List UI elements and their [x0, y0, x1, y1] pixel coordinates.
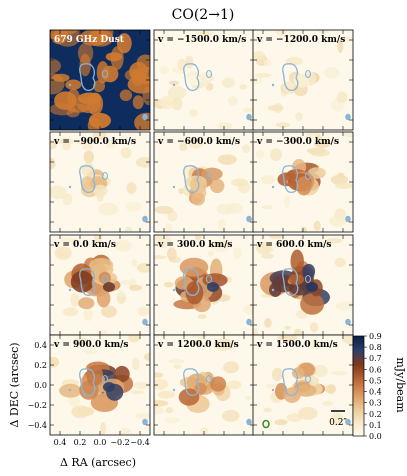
x-tick-label: 0.2: [74, 438, 87, 447]
panel-label: v = 600.0 km/s: [256, 240, 331, 250]
channel-panel: v = 900.0 km/s0.4 0.2 0.0 −0.2 −0.40.40.20.0…: [28, 334, 151, 447]
panel-label: v = −600.0 km/s: [157, 137, 240, 147]
channel-panel: v = −1200.0 km/s: [252, 29, 354, 131]
channel-panel: v = 300.0 km/s: [153, 234, 255, 336]
channel-panel: 679 GHz Dust: [49, 29, 151, 131]
panel-label: v = 0.0 km/s: [53, 240, 116, 250]
panel-label: v = 300.0 km/s: [157, 240, 232, 250]
channel-panel: v = −600.0 km/s: [153, 131, 255, 233]
colorbar-tick-label: 0.3: [369, 399, 382, 408]
panel-label: v = 900.0 km/s: [53, 340, 128, 350]
beam-ellipse: [142, 418, 148, 426]
dust-contour: [282, 368, 299, 396]
channel-panel: v = 1500.0 km/s 0.2″: [252, 334, 354, 436]
beam-ellipse: [345, 318, 351, 326]
panel-label: v = 1200.0 km/s: [157, 340, 239, 350]
y-tick-label: 0.0: [34, 381, 47, 390]
x-tick-label: −0.2: [110, 438, 129, 447]
colorbar-tick-label: 0.7: [369, 354, 382, 363]
beam-ellipse: [345, 113, 351, 121]
beam-ellipse: [246, 113, 252, 121]
beam-ellipse: [142, 318, 148, 326]
panel-label: v = −1200.0 km/s: [256, 35, 345, 45]
colorbar-tick-label: 0.9: [369, 332, 382, 341]
panel-label: v = −300.0 km/s: [256, 137, 339, 147]
panel-label: 679 GHz Dust: [54, 35, 125, 45]
dust-contour: [79, 63, 96, 91]
channel-panel: v = 1200.0 km/s: [153, 334, 255, 436]
y-tick-label: −0.4: [28, 421, 47, 430]
beam-ellipse: [246, 418, 252, 426]
dust-contour: [282, 63, 299, 91]
panel-label: v = −900.0 km/s: [53, 137, 136, 147]
dust-contour: [282, 268, 299, 296]
y-axis-label: Δ DEC (arcsec): [8, 342, 21, 427]
beam-ellipse: [345, 215, 351, 223]
channel-panel: v = −300.0 km/s: [252, 131, 354, 233]
beam-ellipse-green: [262, 419, 270, 429]
channel-panel: v = −900.0 km/s: [49, 131, 151, 233]
beam-ellipse: [142, 113, 148, 121]
scale-bar-label: 0.2″: [329, 418, 347, 428]
beam-ellipse: [246, 318, 252, 326]
dust-contour: [183, 63, 200, 91]
colorbar-tick-label: 0.0: [369, 432, 382, 441]
beam-ellipse: [345, 418, 351, 426]
dust-contour: [183, 165, 200, 193]
figure-title: CO(2→1): [172, 7, 235, 23]
dust-contour: [282, 165, 299, 193]
channel-panel: v = 600.0 km/s: [252, 234, 354, 336]
channel-panel: v = −1500.0 km/s: [153, 29, 255, 131]
dust-contour: [79, 165, 96, 193]
beam-ellipse: [142, 215, 148, 223]
panel-grid: 679 GHz Dust v = −1500.0 km/s v = −1200.0 …: [28, 29, 354, 447]
colorbar-tick-label: 0.4: [369, 388, 382, 397]
colorbar-tick-label: 0.6: [369, 365, 382, 374]
dust-contour: [183, 368, 200, 396]
colorbar-label: mJy/beam: [394, 357, 407, 413]
x-tick-label: 0.0: [94, 438, 107, 447]
x-tick-label: 0.4: [54, 438, 67, 447]
x-axis-label: Δ RA (arcsec): [60, 456, 136, 469]
panel-label: v = −1500.0 km/s: [157, 35, 246, 45]
colorbar-tick-label: 0.8: [369, 343, 382, 352]
axes-labels: Δ RA (arcsec) Δ DEC (arcsec): [8, 342, 136, 469]
dust-contour: [79, 368, 96, 396]
y-tick-label: −0.2: [28, 401, 47, 410]
colorbar-tick-label: 0.1: [369, 421, 382, 430]
y-tick-label: 0.4: [34, 341, 47, 350]
colorbar-tick-label: 0.5: [369, 376, 382, 385]
x-tick-label: −0.4: [130, 438, 149, 447]
beam-ellipse: [246, 215, 252, 223]
colorbar-tick-label: 0.2: [369, 410, 382, 419]
dust-contour: [79, 268, 96, 296]
colorbar-gradient: [352, 335, 365, 437]
channel-panel: v = 0.0 km/s: [49, 234, 151, 336]
dust-contour: [183, 268, 200, 296]
panel-label: v = 1500.0 km/s: [256, 340, 338, 350]
y-tick-label: 0.2: [34, 361, 47, 370]
colorbar: 0.0 0.1 0.2 0.3 0.4 0.5 0.6 0.7 0.8 0.9 mJy/beam: [352, 332, 407, 441]
